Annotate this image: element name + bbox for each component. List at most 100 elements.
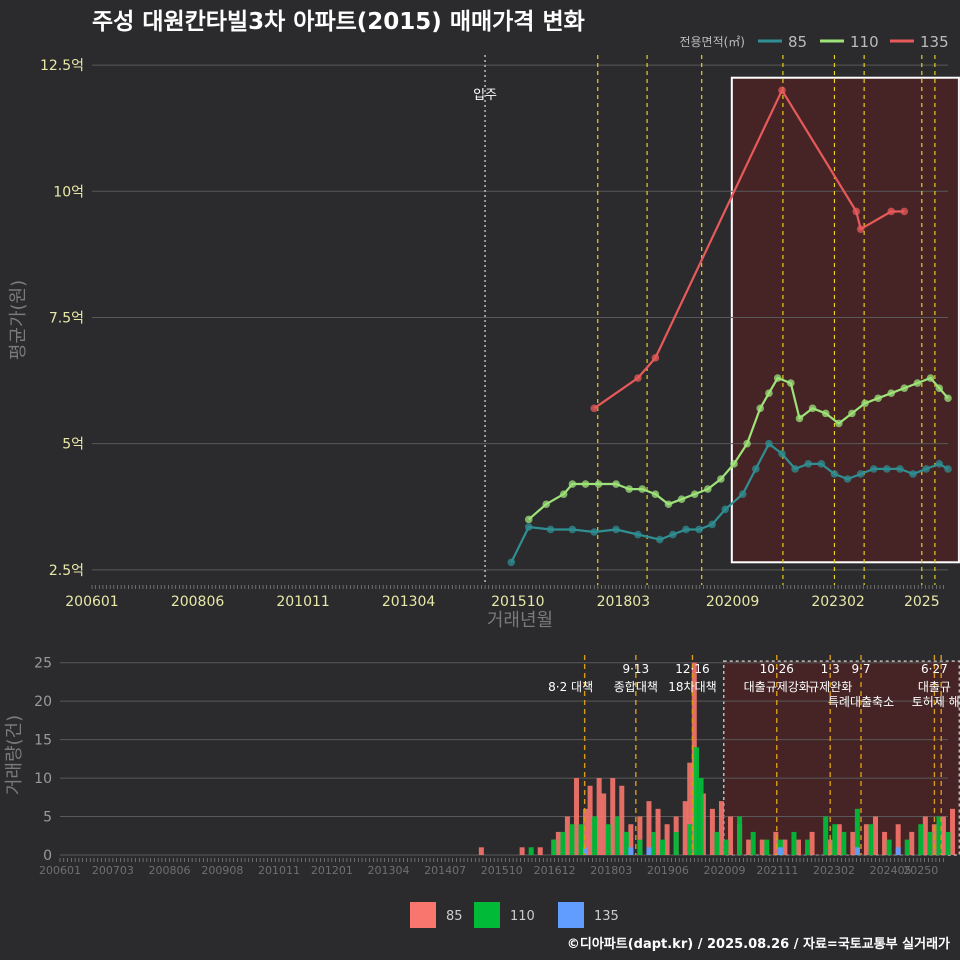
policy-name-label: 종합대책 <box>614 679 658 694</box>
data-point-85 <box>804 460 813 468</box>
volume-bar-85 <box>909 831 915 855</box>
volume-bar-110 <box>551 839 557 855</box>
volume-bar-85 <box>922 816 928 855</box>
data-point-85 <box>708 520 716 529</box>
volume-bar-85 <box>718 801 724 855</box>
volume-bar-110 <box>651 831 657 855</box>
data-point-110 <box>743 439 751 448</box>
data-point-85 <box>655 535 664 544</box>
data-point-110 <box>913 379 922 387</box>
data-point-85 <box>935 460 944 468</box>
volume-bar-110 <box>614 816 620 855</box>
bottom-volume-chart: 0 5 10 15 20 25 200601 200703 200806 200908 201011… <box>4 655 960 928</box>
volume-bar-85 <box>682 801 688 855</box>
policy-name-label: 18차대책 <box>668 679 716 694</box>
volume-bar-110 <box>714 831 720 855</box>
data-point-110 <box>773 374 782 382</box>
volume-bar-110 <box>823 816 829 855</box>
volume-bar-110 <box>750 831 756 855</box>
data-point-110 <box>900 384 909 392</box>
footer-credit: ©디아파트(dapt.kr) / 2025.08.26 / 자료=국토교통부 실… <box>567 936 950 952</box>
volume-legend-swatch-85 <box>410 902 436 928</box>
data-point-85 <box>843 475 852 483</box>
volume-bar-85 <box>564 816 570 855</box>
volume-bar-85 <box>619 785 625 855</box>
y-axis-title: 평균가(원) <box>8 280 29 360</box>
data-point-85 <box>752 465 760 473</box>
data-point-110 <box>664 500 673 509</box>
legend-label-110: 110 <box>850 33 879 51</box>
series-line-110 <box>527 376 949 521</box>
data-point-85 <box>612 525 620 534</box>
data-point-110 <box>690 490 699 498</box>
data-point-135 <box>852 207 861 216</box>
volume-bar-110 <box>904 839 910 855</box>
volume-highlight-region <box>722 660 960 856</box>
volume-bar-110 <box>660 839 666 855</box>
volume-bar-85 <box>655 808 661 855</box>
data-point-135 <box>634 374 642 382</box>
volume-bar-110 <box>637 839 643 855</box>
volume-bar-110 <box>605 824 611 855</box>
policy-name-label: 규제완화 <box>808 680 852 694</box>
volume-x-tick-label: 201906 <box>647 864 689 877</box>
data-point-110 <box>935 384 944 392</box>
data-point-85 <box>896 465 904 473</box>
volume-bar-110 <box>841 831 847 855</box>
data-point-110 <box>848 409 856 418</box>
volume-bar-85 <box>759 839 765 855</box>
policy-name-label: 특례대출축소 <box>828 695 894 709</box>
x-axis-title: 거래년월 <box>487 610 553 631</box>
volume-y-tick-label: 10 <box>34 771 52 787</box>
policy-date-label: 9·7 <box>851 662 870 676</box>
volume-bar-135 <box>646 847 652 855</box>
data-point-85 <box>682 525 690 534</box>
volume-bar-135 <box>854 847 860 855</box>
policy-name-label: 토허제 해지 <box>912 695 960 709</box>
data-point-110 <box>559 490 568 498</box>
x-tick-label: 200806 <box>171 594 225 610</box>
data-point-85 <box>590 528 599 536</box>
data-point-110 <box>568 480 577 488</box>
volume-bar-85 <box>895 824 901 855</box>
volume-y-tick-label: 25 <box>34 656 52 672</box>
volume-bar-110 <box>832 824 838 855</box>
volume-bar-85 <box>863 824 869 855</box>
volume-bar-85 <box>687 762 693 855</box>
volume-x-tick-label: 201011 <box>258 864 300 877</box>
data-point-85 <box>869 465 878 473</box>
volume-bar-110 <box>694 747 700 855</box>
volume-bar-85 <box>728 816 734 855</box>
data-point-85 <box>883 465 891 473</box>
y-tick-label: 5억 <box>62 437 84 453</box>
data-point-110 <box>765 389 773 397</box>
data-point-135 <box>778 86 786 95</box>
move-in-label: 입주 <box>473 88 497 103</box>
data-point-85 <box>817 460 826 468</box>
volume-bar-85 <box>873 816 879 855</box>
volume-bar-110 <box>805 839 811 855</box>
data-point-110 <box>835 419 843 428</box>
volume-bar-85 <box>882 831 888 855</box>
volume-bar-85 <box>836 824 842 855</box>
data-point-85 <box>909 470 917 478</box>
x-tick-label: 201304 <box>382 594 436 610</box>
volume-bar-85 <box>746 839 752 855</box>
data-point-110 <box>944 394 952 403</box>
series-line-135 <box>593 89 905 410</box>
data-point-85 <box>738 490 747 498</box>
volume-bar-135 <box>895 847 901 855</box>
y-tick-label: 2.5억 <box>49 563 84 579</box>
volume-bar-85 <box>628 824 634 855</box>
volume-bar-85 <box>537 847 543 855</box>
volume-bar-85 <box>773 831 779 855</box>
volume-y-tick-label: 5 <box>43 810 52 826</box>
data-point-110 <box>861 399 869 408</box>
data-point-85 <box>507 558 516 567</box>
data-point-135 <box>856 225 865 233</box>
volume-y-tick-label: 0 <box>43 848 52 864</box>
volume-x-tick-label: 20250 <box>903 864 938 877</box>
volume-bar-85 <box>782 839 788 855</box>
volume-bar-85 <box>795 839 801 855</box>
